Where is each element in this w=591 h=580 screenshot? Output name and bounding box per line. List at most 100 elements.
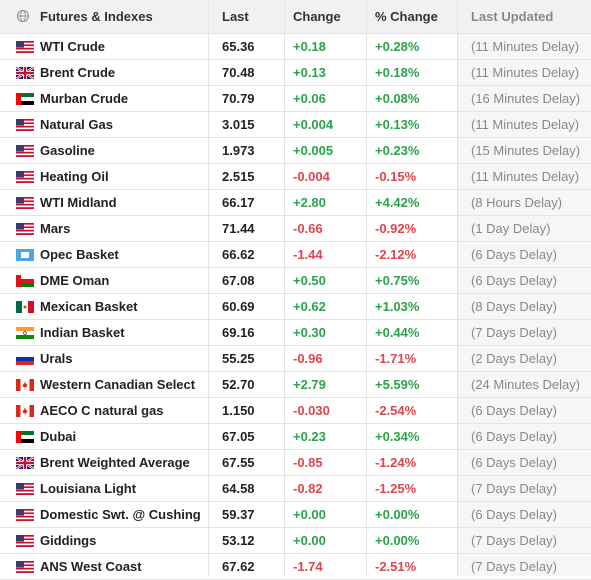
column-divider (457, 0, 458, 576)
pct-change: -2.54% (375, 403, 417, 418)
instrument-name[interactable]: Mars (40, 221, 71, 236)
instrument-name[interactable]: Heating Oil (40, 169, 109, 184)
table-row[interactable]: Mexican Basket 60.69 +0.62 +1.03% (8 Days De… (0, 294, 591, 320)
instrument-name[interactable]: Indian Basket (40, 325, 125, 340)
pct-change: +0.00% (375, 533, 420, 548)
last-updated: (7 Days Delay) (471, 559, 557, 574)
table-row[interactable]: Giddings 53.12 +0.00 +0.00% (7 Days Delay) (0, 528, 591, 554)
change: -0.96 (293, 351, 323, 366)
instrument-name[interactable]: Louisiana Light (40, 481, 137, 496)
column-divider (366, 0, 367, 576)
change: -1.74 (293, 559, 323, 574)
instrument-name[interactable]: ANS West Coast (40, 559, 142, 574)
flag-icon (16, 353, 34, 365)
table-row[interactable]: Natural Gas 3.015 +0.004 +0.13% (11 Minutes … (0, 112, 591, 138)
last-price: 69.16 (222, 325, 255, 340)
change: +0.30 (293, 325, 326, 340)
column-shade (457, 0, 591, 576)
instrument-name[interactable]: AECO C natural gas (40, 403, 164, 418)
change: +0.00 (293, 507, 326, 522)
flag-part (16, 203, 34, 206)
last-updated: (24 Minutes Delay) (471, 377, 581, 392)
table-row[interactable]: Urals 55.25 -0.96 -1.71% (2 Days Delay) (0, 346, 591, 372)
table-row[interactable]: Domestic Swt. @ Cushing 59.37 +0.00 +0.00% (… (0, 502, 591, 528)
table-row[interactable]: Louisiana Light 64.58 -0.82 -1.25% (7 Days D… (0, 476, 591, 502)
table-row[interactable]: AECO C natural gas 1.150 -0.030 -2.54% (6 Da… (0, 398, 591, 424)
last-price: 67.55 (222, 455, 255, 470)
table-row[interactable]: Indian Basket 69.16 +0.30 +0.44% (7 Days Del… (0, 320, 591, 346)
flag-icon (16, 119, 34, 131)
table-row[interactable]: Murban Crude 70.79 +0.06 +0.08% (16 Minutes … (0, 86, 591, 112)
instrument-name[interactable]: DME Oman (40, 273, 110, 288)
table-row[interactable]: Brent Crude 70.48 +0.13 +0.18% (11 Minutes D… (0, 60, 591, 86)
instrument-name[interactable]: Gasoline (40, 143, 95, 158)
flag-part (16, 171, 34, 173)
table-row[interactable]: Heating Oil 2.515 -0.004 -0.15% (11 Minutes … (0, 164, 591, 190)
change: -0.030 (293, 403, 330, 418)
last-updated: (8 Hours Delay) (471, 195, 563, 210)
instrument-name[interactable]: WTI Crude (40, 39, 105, 54)
flag-part (16, 435, 34, 439)
flag-part (16, 155, 34, 157)
table-row[interactable]: Gasoline 1.973 +0.005 +0.23% (15 Minutes Del… (0, 138, 591, 164)
table-row[interactable]: Opec Basket 66.62 -1.44 -2.12% (6 Days Delay… (0, 242, 591, 268)
instrument-name[interactable]: Mexican Basket (40, 299, 138, 314)
pct-change: -0.15% (375, 169, 417, 184)
flag-icon (16, 431, 34, 443)
pct-change: +1.03% (375, 299, 420, 314)
instrument-name[interactable]: Dubai (40, 429, 77, 444)
instrument-name[interactable]: Domestic Swt. @ Cushing (40, 507, 201, 522)
last-updated: (1 Day Delay) (471, 221, 551, 236)
table-row[interactable]: DME Oman 67.08 +0.50 +0.75% (6 Days Delay) (0, 268, 591, 294)
instrument-name[interactable]: Western Canadian Select (40, 377, 196, 392)
last-price: 2.515 (222, 169, 255, 184)
table-row[interactable]: ANS West Coast 67.62 -1.74 -2.51% (7 Days De… (0, 554, 591, 580)
flag-part (16, 47, 34, 50)
table-row[interactable]: Brent Weighted Average 67.55 -0.85 -1.24% (6… (0, 450, 591, 476)
flag-part (16, 515, 34, 518)
flag-icon (16, 275, 34, 287)
header-pct-change[interactable]: % Change (375, 9, 438, 24)
table-row[interactable]: Western Canadian Select 52.70 +2.79 +5.59% (… (0, 372, 591, 398)
flag-part (16, 145, 34, 147)
instrument-name[interactable]: Murban Crude (40, 91, 129, 106)
header-updated[interactable]: Last Updated (471, 9, 554, 24)
pct-change: +0.28% (375, 39, 420, 54)
flag-part (16, 93, 34, 97)
header-last[interactable]: Last (222, 9, 249, 24)
last-updated: (6 Days Delay) (471, 507, 557, 522)
last-updated: (6 Days Delay) (471, 403, 557, 418)
change: +2.79 (293, 377, 326, 392)
flag-part (16, 493, 34, 495)
flag-part (16, 541, 34, 544)
flag-part (16, 512, 34, 515)
flag-icon (16, 67, 34, 79)
table-row[interactable]: WTI Crude 65.36 +0.18 +0.28% (11 Minutes Del… (0, 34, 591, 60)
table-row[interactable]: WTI Midland 66.17 +2.80 +4.42% (8 Hours Dela… (0, 190, 591, 216)
instrument-name[interactable]: Natural Gas (40, 117, 113, 132)
instrument-name[interactable]: Brent Weighted Average (40, 455, 190, 470)
change: +0.18 (293, 39, 326, 54)
flag-icon (16, 145, 34, 157)
instrument-name[interactable]: Urals (40, 351, 73, 366)
change: -1.44 (293, 247, 323, 262)
pct-change: +0.23% (375, 143, 420, 158)
last-updated: (8 Days Delay) (471, 299, 557, 314)
header-name[interactable]: Futures & Indexes (40, 9, 153, 24)
instrument-name[interactable]: Giddings (40, 533, 97, 548)
flag-icon (16, 41, 34, 53)
flag-part (16, 301, 22, 313)
pct-change: +0.00% (375, 507, 420, 522)
table-row[interactable]: Dubai 67.05 +0.23 +0.34% (6 Days Delay) (0, 424, 591, 450)
table-row[interactable]: Mars 71.44 -0.66 -0.92% (1 Day Delay) (0, 216, 591, 242)
flag-icon (16, 509, 34, 521)
instrument-name[interactable]: Opec Basket (40, 247, 119, 262)
header-change[interactable]: Change (293, 9, 341, 24)
instrument-name[interactable]: Brent Crude (40, 65, 116, 80)
instrument-name[interactable]: WTI Midland (40, 195, 117, 210)
flag-part (23, 331, 27, 335)
change: +0.13 (293, 65, 326, 80)
flag-part (16, 538, 34, 541)
last-price: 71.44 (222, 221, 255, 236)
flag-part (16, 431, 34, 435)
